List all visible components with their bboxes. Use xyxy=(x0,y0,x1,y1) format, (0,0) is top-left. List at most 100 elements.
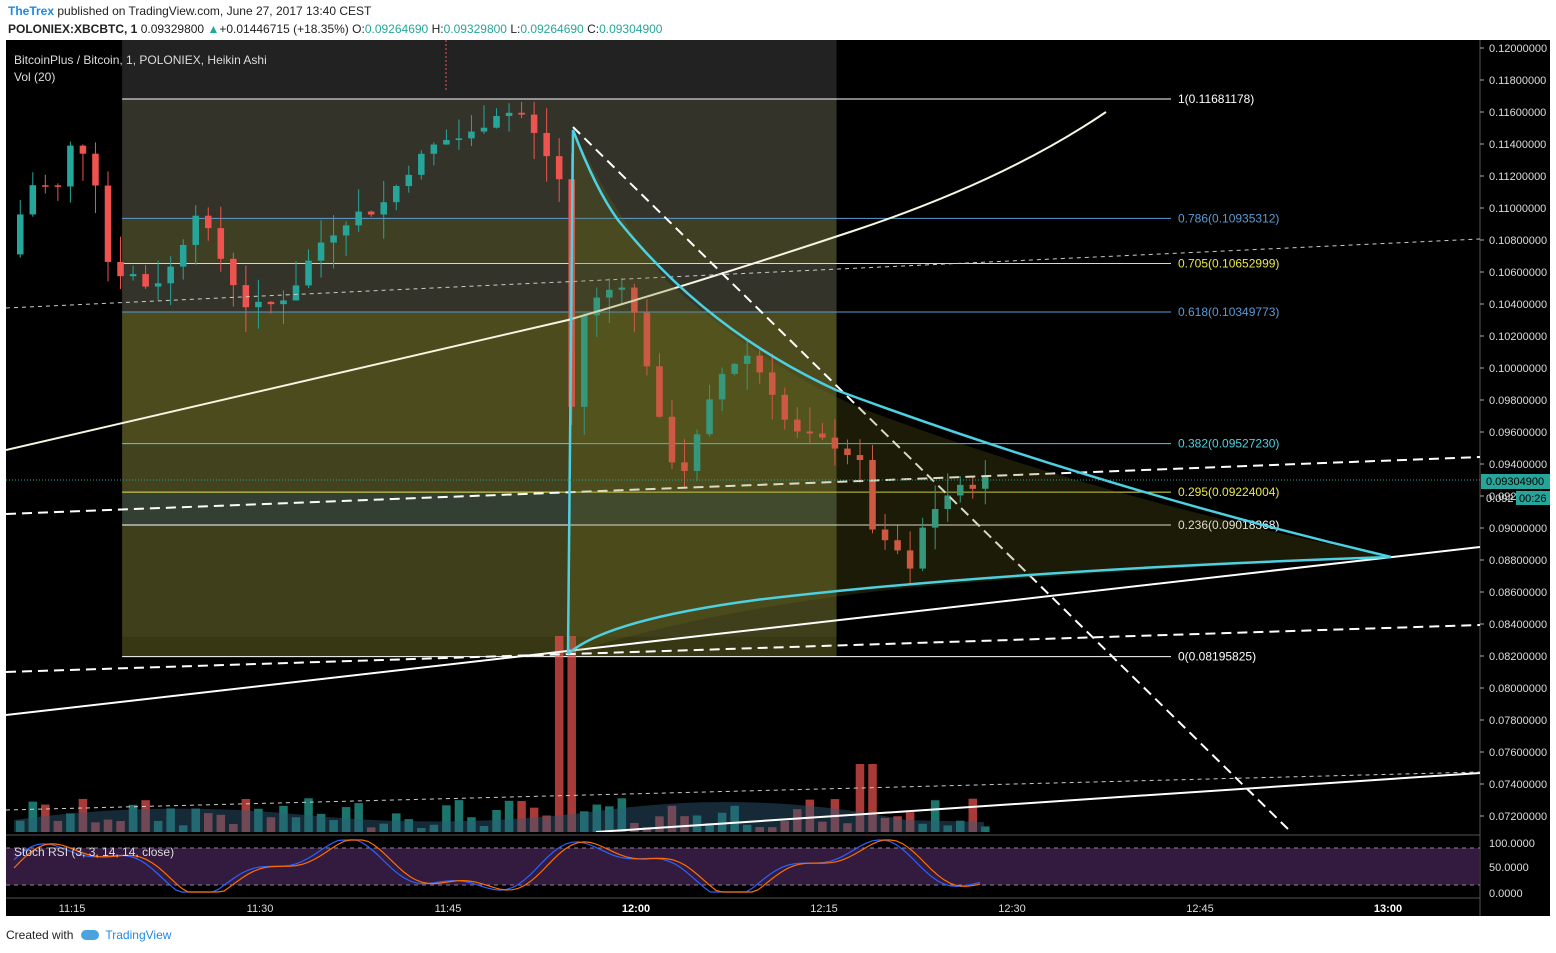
volume-bar xyxy=(793,809,802,832)
fib-level-label: 0.705(0.10652999) xyxy=(1178,257,1279,271)
candle-body xyxy=(29,185,37,215)
candle-body xyxy=(944,495,951,510)
volume-bar xyxy=(592,804,602,832)
volume-bar xyxy=(868,764,877,832)
price-tick-label: 0.10800000 xyxy=(1489,235,1547,247)
candle-body xyxy=(580,315,588,407)
author-name[interactable]: TheTrex xyxy=(8,4,55,18)
tradingview-logo[interactable]: TradingView xyxy=(81,928,171,942)
high-label: H: xyxy=(431,22,444,36)
volume-bar xyxy=(191,808,200,832)
volume-bar xyxy=(128,804,138,832)
dashed-lower-line xyxy=(6,624,1480,673)
candle-body xyxy=(418,153,425,175)
volume-bar xyxy=(893,816,902,832)
time-tick-label: 12:00 xyxy=(622,903,650,915)
candle-body xyxy=(230,258,237,286)
candle-body xyxy=(280,300,287,305)
candle-body xyxy=(192,215,199,245)
change-arrow: ▲ xyxy=(207,22,220,36)
volume-bar xyxy=(203,813,213,832)
candle-body xyxy=(869,459,876,530)
price-tick-label: 0.11000000 xyxy=(1489,203,1546,215)
volume-bar xyxy=(116,821,125,832)
candle-body xyxy=(355,211,362,226)
open-value: 0.09264690 xyxy=(364,22,429,36)
candle-body xyxy=(530,114,538,133)
stoch-tick-label: 100.0000 xyxy=(1489,838,1535,850)
candle-body xyxy=(493,116,500,128)
volume-bar xyxy=(266,817,276,832)
volume-bar xyxy=(91,822,100,832)
volume-bar xyxy=(667,805,677,832)
rising-support-line xyxy=(6,546,1480,716)
fib-zone-band xyxy=(122,312,837,444)
candle-body xyxy=(129,274,137,277)
volume-ma-area xyxy=(14,802,984,832)
candle-body xyxy=(54,185,62,187)
dashed-downtrend-line xyxy=(572,126,1292,832)
stoch-tick-label: 0.0000 xyxy=(1489,888,1523,900)
low-value: 0.09264690 xyxy=(520,22,584,36)
candle-body xyxy=(781,394,789,420)
volume-bar xyxy=(229,824,238,832)
candle-body xyxy=(906,550,914,569)
volume-bar xyxy=(254,808,263,832)
volume-bar xyxy=(391,813,401,832)
volume-bar xyxy=(705,823,714,832)
price-tick-label: 0.10000000 xyxy=(1489,363,1547,375)
upper-dotted-channel xyxy=(6,238,1480,309)
candle-body xyxy=(894,540,901,551)
candle-body xyxy=(831,437,839,449)
candle-body xyxy=(718,373,726,400)
trend-drawings xyxy=(6,40,1480,832)
fib-level-label: 0.295(0.09224004) xyxy=(1178,485,1279,499)
volume-bar xyxy=(304,798,313,832)
volume-bar xyxy=(329,820,338,832)
footer: Created with TradingView xyxy=(6,928,171,942)
chart-canvas[interactable]: 0.12000000 0.11800000 0.11600000 0.11400000… xyxy=(6,40,1550,916)
volume-bar xyxy=(642,827,652,832)
time-tick-label: 12:45 xyxy=(1186,903,1214,915)
fib-zone-band xyxy=(122,443,837,493)
volume-bar xyxy=(755,827,764,832)
candle-body xyxy=(681,462,688,472)
candle-body xyxy=(92,153,99,186)
time-tick-label: 12:30 xyxy=(998,903,1026,915)
fib-level-label: 1(0.11681178) xyxy=(1178,92,1254,106)
candle-body xyxy=(668,416,676,463)
symbol-label: POLONIEX:XBCBTC, 1 xyxy=(8,22,138,36)
volume-bar xyxy=(579,811,589,832)
volume-bar xyxy=(981,826,990,832)
volume-bar xyxy=(968,798,978,832)
fib-zone-band xyxy=(122,492,837,526)
candle-body xyxy=(455,138,463,141)
volume-bar xyxy=(630,822,639,832)
volume-bar xyxy=(28,801,38,832)
volume-bar xyxy=(291,817,301,832)
stoch-tick-label: 50.0000 xyxy=(1489,862,1529,874)
tradingview-cloud-icon xyxy=(81,930,100,940)
candle-body xyxy=(505,112,513,117)
fib-zone-band xyxy=(122,218,837,264)
chart-title: BitcoinPlus / Bitcoin, 1, POLONIEX, Heik… xyxy=(14,53,267,67)
time-tick-label: 12:15 xyxy=(810,903,838,915)
fib-zone-band xyxy=(122,263,837,313)
volume-bar xyxy=(943,825,952,832)
candle-body xyxy=(405,174,413,187)
candle-body xyxy=(179,244,187,267)
chart-panel[interactable]: 0.12000000 0.11800000 0.11600000 0.11400000… xyxy=(6,40,1550,916)
candle-body xyxy=(154,283,162,287)
price-tick-label: 0.10400000 xyxy=(1489,299,1547,311)
candle-body xyxy=(881,529,889,541)
fib-level-label: 0(0.08195825) xyxy=(1178,650,1256,664)
price-tick-label: 0.10200000 xyxy=(1489,331,1547,343)
candle-body xyxy=(305,260,312,286)
change-value: +0.01446715 (+18.35%) xyxy=(219,22,349,36)
volume-bar xyxy=(930,800,940,832)
price-tick-label: 0.11400000 xyxy=(1489,139,1546,151)
price-tick-label: 0.07400000 xyxy=(1489,779,1547,791)
time-tick-label: 11:15 xyxy=(59,903,86,915)
price-tick-label: 0.11600000 xyxy=(1489,107,1546,119)
last-price-tag-text: 0.09304900 xyxy=(1486,476,1544,488)
